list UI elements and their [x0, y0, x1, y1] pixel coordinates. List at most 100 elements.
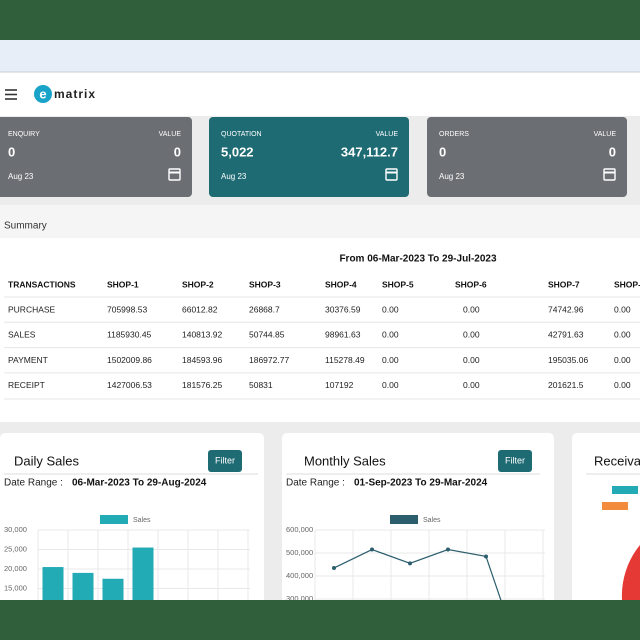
legend-swatch	[390, 515, 418, 524]
table-cell: 0.00	[382, 355, 399, 365]
card-label: ORDERS	[439, 131, 469, 138]
browser-bar	[0, 40, 640, 72]
filter-button-label: Filter	[505, 455, 525, 465]
line-point	[446, 547, 450, 552]
y-tick-label: 500,000	[286, 548, 313, 557]
table-cell: RECEIPT	[8, 380, 45, 390]
table-cell: 140813.92	[182, 330, 222, 340]
date-range-label: Date Range :	[286, 478, 345, 489]
table-header: SHOP-6	[455, 279, 487, 289]
card-count: 0	[8, 144, 15, 159]
frame-top	[0, 0, 640, 40]
bar	[72, 572, 94, 600]
table-cell: 0.00	[614, 330, 631, 340]
legend-swatch	[612, 486, 638, 494]
filter-button-label: Filter	[215, 455, 235, 465]
table-cell: 181576.25	[182, 380, 222, 390]
y-tick-label: 15,000	[4, 583, 27, 592]
filter-button[interactable]	[208, 450, 242, 472]
table-cell: 0.00	[614, 380, 631, 390]
table-cell: 0.00	[614, 304, 631, 314]
calendar-icon	[168, 168, 181, 181]
table-cell: 705998.53	[107, 304, 147, 314]
bar	[102, 578, 124, 600]
table-cell: 186972.77	[249, 355, 289, 365]
table-header: SHOP-4	[325, 279, 357, 289]
card-period: Aug 23	[221, 172, 247, 181]
legend-label: Sales	[423, 517, 441, 524]
bar	[42, 567, 64, 600]
y-tick-label: 600,000	[286, 525, 313, 534]
card-value-label: VALUE	[594, 131, 617, 138]
card-period: Aug 23	[439, 172, 465, 181]
table-cell: 50831	[249, 380, 273, 390]
table-cell: 50744.85	[249, 330, 285, 340]
table-header: SHOP-8	[614, 279, 640, 289]
table-cell: 0.00	[463, 330, 480, 340]
table-cell: 42791.63	[548, 330, 584, 340]
panel	[572, 433, 640, 600]
table-cell: 115278.49	[325, 355, 365, 365]
app-header	[0, 72, 640, 116]
table-header: SHOP-5	[382, 279, 414, 289]
table-cell: 195035.06	[548, 355, 588, 365]
card-count: 5,022	[221, 144, 254, 159]
chart-title: Daily Sales	[14, 453, 80, 468]
table-cell: PURCHASE	[8, 304, 56, 314]
table-header: TRANSACTIONS	[8, 279, 76, 289]
card-label: ENQUIRY	[8, 131, 40, 138]
logo-mark: e	[39, 86, 46, 101]
table-cell: PAYMENT	[8, 355, 48, 365]
table-cell: 74742.96	[548, 304, 584, 314]
stat-card	[427, 117, 627, 197]
summary-title: Summary	[4, 221, 47, 232]
card-value-label: VALUE	[376, 131, 399, 138]
line-point	[370, 547, 374, 552]
table-cell: 0.00	[382, 380, 399, 390]
card-label: QUOTATION	[221, 131, 262, 138]
table-cell: 0.00	[382, 330, 399, 340]
legend-label: Sales	[133, 517, 151, 524]
bar	[132, 547, 154, 600]
chart-title: Monthly Sales	[304, 453, 386, 468]
table-cell: 0.00	[614, 355, 631, 365]
table-header: SHOP-2	[182, 279, 214, 289]
stat-card	[0, 117, 192, 197]
card-period: Aug 23	[8, 172, 34, 181]
y-tick-label: 400,000	[286, 571, 313, 580]
card-value: 347,112.7	[341, 144, 398, 159]
frame-bottom	[0, 600, 640, 640]
panel	[0, 433, 264, 600]
y-tick-label: 300,000	[286, 594, 313, 603]
table-cell: 0.00	[463, 355, 480, 365]
filter-button[interactable]	[498, 450, 532, 472]
date-range: 01-Sep-2023 To 29-Mar-2024	[354, 478, 488, 489]
date-range: 06-Mar-2023 To 29-Aug-2024	[72, 478, 207, 489]
line-series	[333, 548, 502, 600]
logo-text: matrix	[54, 87, 96, 101]
table-cell: 0.00	[382, 304, 399, 314]
card-value: 0	[174, 144, 181, 159]
y-tick-label: 20,000	[4, 564, 27, 573]
calendar-icon	[603, 168, 616, 181]
summary-strip	[0, 205, 640, 238]
menu-icon[interactable]	[5, 89, 17, 100]
line-point	[484, 554, 488, 559]
logo-circle	[34, 85, 52, 103]
card-value-label: VALUE	[159, 131, 182, 138]
table-cell: 184593.96	[182, 355, 222, 365]
table-cell: SALES	[8, 330, 36, 340]
table-header: SHOP-1	[107, 279, 139, 289]
table-cell: 98961.63	[325, 330, 361, 340]
line-point	[332, 565, 336, 570]
calendar-icon	[385, 168, 398, 181]
table-cell: 0.00	[463, 304, 480, 314]
table-cell: 201621.5	[548, 380, 584, 390]
y-tick-label: 25,000	[4, 544, 27, 553]
line-point	[408, 561, 412, 566]
card-value: 0	[609, 144, 616, 159]
table-cell: 26868.7	[249, 304, 280, 314]
summary-range: From 06-Mar-2023 To 29-Jul-2023	[339, 254, 497, 265]
table-header: SHOP-7	[548, 279, 580, 289]
date-range-label: Date Range :	[4, 478, 63, 489]
